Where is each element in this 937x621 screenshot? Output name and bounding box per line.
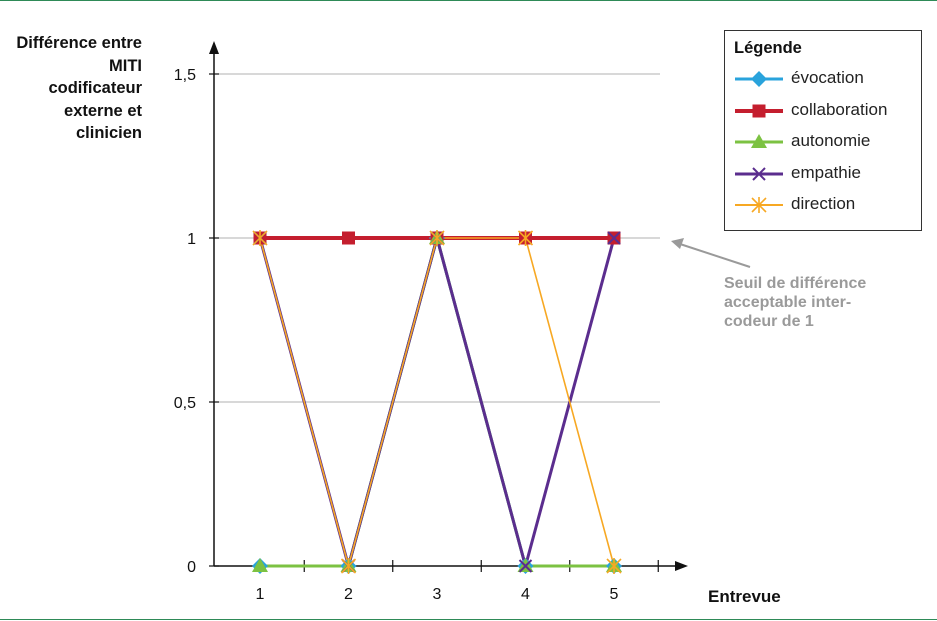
y-tick-label: 0,5 [174, 395, 196, 412]
data-point-direction [429, 230, 445, 246]
x-tick-label: 1 [256, 586, 265, 603]
legend-swatch [735, 197, 783, 213]
legend-title: Légende [734, 39, 802, 57]
x-axis-label: Entrevue [708, 587, 781, 606]
data-point-empathie [607, 231, 621, 245]
data-point-empathie [518, 559, 533, 573]
y-tick-label: 1,5 [174, 67, 196, 84]
legend-swatch [735, 104, 783, 117]
x-tick-label: 3 [433, 586, 442, 603]
data-point-direction [606, 558, 622, 574]
legend-swatch [735, 71, 783, 87]
legend-label: autonomie [791, 131, 871, 150]
legend-marker [751, 134, 767, 148]
y-axis-arrow [209, 41, 219, 54]
legend-marker [752, 166, 766, 181]
y-axis-label: Différence entre MITI codificateur exter… [16, 34, 142, 142]
legend-label: direction [791, 194, 856, 213]
legend-swatch [735, 166, 783, 181]
legend-label: évocation [791, 68, 864, 87]
data-point-direction [252, 230, 268, 246]
data-point-direction [517, 230, 534, 246]
legend-item-empathie: empathie [725, 162, 921, 186]
x-axis-arrow [675, 561, 688, 571]
data-point-collaboration [342, 231, 355, 245]
legend: Légende évocation collaboration autonomie e… [724, 30, 922, 231]
legend-item-autonomie: autonomie [725, 130, 921, 154]
legend-swatch [735, 134, 783, 148]
annotation-arrow-head [671, 238, 684, 249]
annotation-line: acceptable inter- [724, 294, 852, 311]
data-point-direction [340, 558, 357, 574]
y-tick-label: 1 [187, 231, 196, 248]
x-tick-label: 4 [521, 586, 530, 603]
annotation-arrow-line [679, 243, 751, 268]
annotation-line: codeur de 1 [724, 313, 814, 330]
y-tick-label: 0 [187, 559, 196, 576]
threshold-annotation: Seuil de différence acceptable inter- co… [724, 274, 924, 331]
legend-marker [751, 197, 767, 213]
legend-label: empathie [791, 162, 861, 182]
data-point-autonomie [252, 558, 268, 572]
legend-item-collaboration: collaboration [725, 99, 921, 123]
annotation-line: Seuil de différence [724, 275, 867, 292]
x-tick-label: 2 [344, 586, 353, 603]
legend-marker [751, 71, 767, 87]
legend-item-évocation: évocation [725, 67, 921, 91]
legend-marker [752, 104, 766, 117]
legend-item-direction: direction [725, 193, 921, 217]
legend-label: collaboration [791, 99, 888, 119]
x-tick-label: 5 [610, 586, 619, 603]
